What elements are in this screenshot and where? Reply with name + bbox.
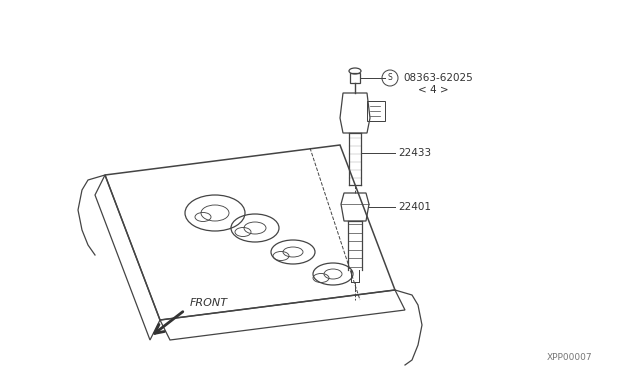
Text: 22433: 22433	[398, 148, 431, 158]
Text: XPP00007: XPP00007	[547, 353, 593, 362]
Text: S: S	[388, 74, 392, 83]
Text: 08363-62025: 08363-62025	[403, 73, 473, 83]
Text: 22401: 22401	[398, 202, 431, 212]
Text: FRONT: FRONT	[190, 298, 228, 308]
Text: < 4 >: < 4 >	[418, 85, 449, 95]
